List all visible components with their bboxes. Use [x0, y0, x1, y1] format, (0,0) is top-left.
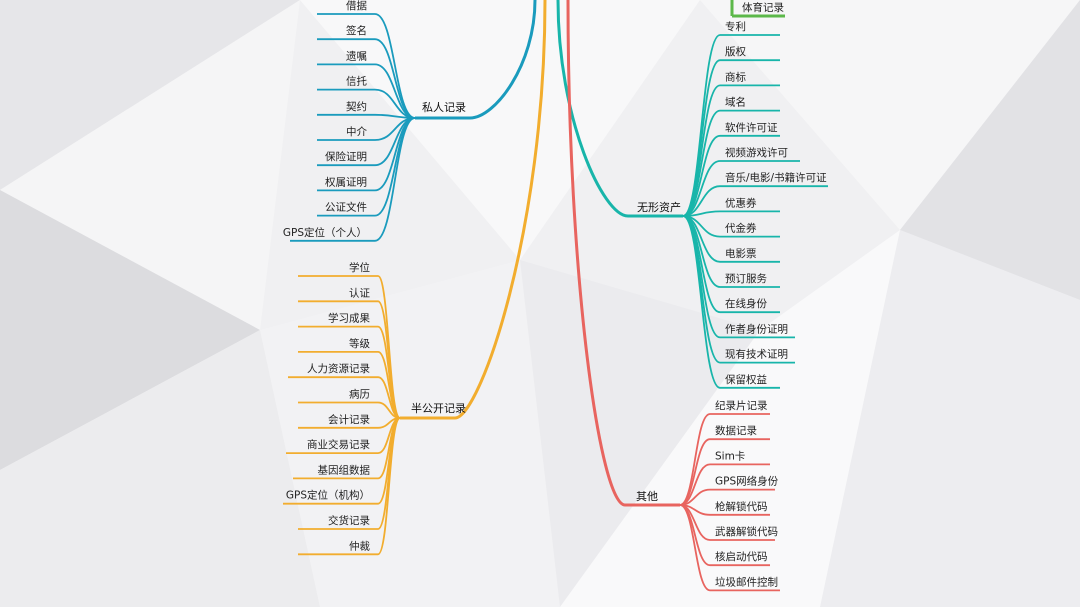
mind-map-leaf: 专利 — [725, 20, 746, 33]
mind-map-leaf: 学位 — [349, 261, 370, 274]
mind-map-leaf: 借据 — [346, 0, 367, 12]
leaf-node: 垃圾邮件控制 — [679, 504, 780, 592]
mind-map-leaf: 契约 — [346, 100, 367, 113]
leaf-node: Sim卡 — [679, 449, 770, 506]
leaf-node: 人力资源记录 — [288, 362, 401, 419]
leaf-link — [682, 215, 721, 339]
mind-map-leaf: 软件许可证 — [725, 121, 778, 134]
leaf-node: 预订服务 — [682, 215, 780, 288]
mind-map-leaf: 现有技术证明 — [725, 348, 788, 361]
mind-map-leaf: 人力资源记录 — [307, 362, 370, 375]
branch-connector — [556, 0, 629, 218]
mind-map-leaf: 等级 — [349, 337, 370, 350]
mind-map-leaf: 病历 — [349, 388, 370, 401]
leaf-node: 病历 — [298, 388, 401, 419]
mind-map-leaf: 数据记录 — [715, 424, 757, 437]
leaf-node: 保留权益 — [682, 215, 780, 389]
mind-map-leaf: 视频游戏许可 — [725, 146, 788, 159]
leaf-link — [682, 84, 721, 217]
mind-map-leaf: 预订服务 — [725, 272, 767, 285]
mind-map-leaf: Sim卡 — [715, 449, 745, 462]
mind-map-leaf: 公证文件 — [325, 201, 367, 214]
branch-connector — [454, 0, 547, 420]
leaf-node: 枪解锁代码 — [679, 500, 770, 516]
leaf-link — [682, 215, 721, 389]
leaf-link — [679, 413, 711, 506]
mind-map-leaf: 商业交易记录 — [307, 438, 370, 451]
mind-map-leaf: 版权 — [725, 45, 746, 58]
mind-map-leaf: 体育记录 — [742, 1, 784, 14]
leaf-node: GPS网络身份 — [679, 475, 779, 506]
mind-map-leaf: 遗嘱 — [346, 49, 367, 62]
leaf-link — [679, 504, 711, 592]
mind-map-leaf: 武器解锁代码 — [715, 525, 778, 538]
mind-map-leaf: 纪录片记录 — [715, 399, 768, 412]
mind-map-leaf: GPS定位（个人） — [283, 226, 367, 239]
leaf-link — [679, 438, 711, 506]
mind-map-leaf: GPS定位（机构） — [286, 489, 370, 502]
mind-map-leaf: 电影票 — [725, 247, 757, 260]
mind-map-leaf: 商标 — [725, 70, 746, 83]
leaf-link — [377, 417, 401, 556]
branch-label: 私人记录 — [422, 101, 466, 114]
partial-top-branch: 体育记录 — [730, 0, 785, 18]
mind-map-leaf: 核启动代码 — [715, 550, 768, 563]
leaf-node: 仲裁 — [298, 417, 401, 556]
leaf-node: 商业交易记录 — [286, 417, 401, 455]
mind-map-leaf: 签名 — [346, 24, 367, 37]
mind-map-leaf: 交货记录 — [328, 514, 370, 527]
mind-map-leaf: GPS网络身份 — [715, 475, 779, 488]
mind-map-leaf: 优惠券 — [725, 196, 757, 209]
mind-map-leaf: 中介 — [346, 125, 367, 138]
leaf-link — [374, 117, 416, 242]
leaf-node: GPS定位（个人） — [283, 117, 416, 242]
mind-map-leaf: 保险证明 — [325, 150, 367, 163]
leaf-node: 代金券 — [682, 215, 780, 238]
leaf-link — [374, 38, 416, 119]
mind-map-leaf: 垃圾邮件控制 — [715, 575, 778, 588]
mind-map-leaf: 保留权益 — [725, 373, 767, 386]
branch-label: 无形资产 — [637, 200, 681, 214]
leaf-link — [374, 117, 416, 167]
branch-label: 其他 — [636, 490, 658, 503]
mind-map-leaf: 学习成果 — [328, 312, 370, 325]
mind-map-leaf: 音乐/电影/书籍许可证 — [725, 171, 827, 184]
mind-map-leaf: 仲裁 — [349, 539, 370, 552]
branch-intangible: 无形资产 专利版权商标域名软件许可证视频游戏许可音乐/电影/书籍许可证优惠券代金券… — [628, 20, 828, 389]
branch-connector — [566, 0, 626, 507]
leaf-node: 交货记录 — [298, 417, 401, 530]
leaf-node: 作者身份证明 — [682, 215, 795, 339]
mind-map-leaf: 认证 — [349, 286, 370, 299]
mind-map-leaf: 权属证明 — [325, 175, 367, 188]
mind-map-leaf: 代金券 — [725, 222, 757, 235]
mind-map-leaf: 域名 — [725, 96, 746, 109]
leaf-node: 武器解锁代码 — [679, 504, 778, 541]
branch-label: 半公开记录 — [411, 401, 466, 415]
mind-map-leaf: 会计记录 — [328, 413, 370, 426]
leaf-node: 数据记录 — [679, 424, 770, 506]
branch-connector — [469, 0, 537, 120]
mind-map-leaf: 在线身份 — [725, 297, 767, 310]
leaf-node: 会计记录 — [298, 413, 401, 429]
branch-connectors — [454, 0, 629, 507]
mind-map-leaf: 枪解锁代码 — [715, 500, 768, 513]
mind-map-leaf: 基因组数据 — [318, 463, 371, 476]
leaf-link — [374, 117, 416, 217]
mind-map-leaf: 信托 — [346, 75, 367, 88]
leaf-node: GPS定位（机构） — [283, 417, 401, 505]
mind-map-leaf: 作者身份证明 — [725, 322, 788, 335]
